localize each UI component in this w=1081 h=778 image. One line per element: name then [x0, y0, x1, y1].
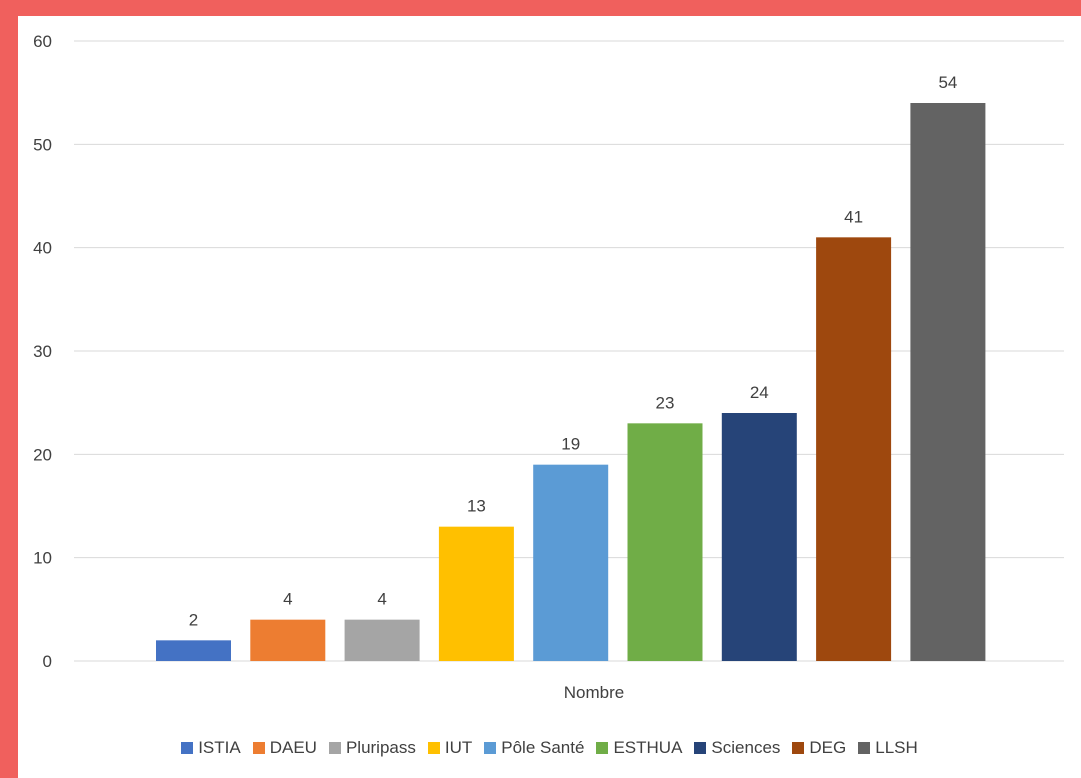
- data-label: 54: [938, 73, 957, 92]
- legend-swatch: [484, 742, 497, 754]
- gridlines: [74, 40, 1064, 662]
- legend-item: Sciences: [694, 738, 780, 758]
- data-label: 23: [656, 393, 675, 412]
- data-label: 13: [467, 497, 486, 516]
- legend-label: DAEU: [269, 738, 317, 757]
- legend-swatch: [792, 742, 805, 754]
- data-label: 2: [189, 610, 198, 629]
- data-label: 4: [283, 590, 292, 609]
- legend-label: Pluripass: [345, 738, 416, 757]
- legend-label: ESTHUA: [613, 738, 683, 757]
- y-tick-label: 30: [33, 342, 52, 361]
- legend-swatch: [328, 742, 341, 754]
- legend-label: Sciences: [711, 738, 781, 757]
- bar-iut: [438, 526, 514, 661]
- y-axis-ticks: 0 10 20 30 40 50 60: [33, 32, 52, 671]
- legend-item: DEG: [792, 738, 846, 758]
- legend-label: DEG: [809, 738, 847, 757]
- legend-swatch: [858, 742, 871, 754]
- y-tick-label: 50: [33, 135, 52, 154]
- bar-istia: [156, 640, 231, 661]
- data-label: 41: [844, 207, 863, 226]
- y-tick-label: 0: [43, 652, 52, 671]
- legend-label: ISTIA: [198, 738, 241, 757]
- bar-sciences: [721, 413, 797, 661]
- legend-swatch: [252, 742, 265, 754]
- y-tick-label: 20: [33, 445, 52, 464]
- legend-item: Pôle Santé: [484, 738, 584, 758]
- bar-deg: [816, 237, 892, 662]
- legend-item: ESTHUA: [596, 738, 682, 758]
- legend-swatch: [694, 742, 707, 754]
- bar-p-le-sant-: [533, 464, 609, 661]
- legend-swatch: [427, 742, 440, 754]
- legend-swatch: [181, 742, 194, 754]
- legend: ISTIA DAEU Pluripass IUT Pôle Santé ESTHUA Sci…: [18, 738, 1081, 758]
- bars: [156, 103, 986, 662]
- legend-item: LLSH: [858, 738, 918, 758]
- legend-item: Pluripass: [328, 738, 416, 758]
- legend-swatch: [596, 742, 609, 754]
- data-label: 19: [561, 435, 580, 454]
- data-label: 24: [750, 383, 769, 402]
- legend-item: DAEU: [252, 738, 317, 758]
- legend-item: IUT: [427, 738, 473, 758]
- chart-panel: 0 10 20 30 40 50 60 2 4 4 13 19 23 24 41 54 Nombre IST…: [18, 16, 1081, 778]
- legend-label: LLSH: [875, 738, 918, 757]
- legend-label: Pôle Santé: [501, 738, 585, 757]
- bar-esthua: [627, 423, 703, 661]
- data-label: 4: [377, 590, 386, 609]
- y-tick-label: 10: [33, 549, 52, 568]
- legend-label: IUT: [444, 738, 473, 757]
- legend-item: ISTIA: [181, 738, 241, 758]
- bar-pluripass: [344, 619, 420, 661]
- bar-llsh: [910, 103, 986, 661]
- y-tick-label: 40: [33, 239, 52, 258]
- bar-daeu: [250, 619, 326, 661]
- x-axis-label: Nombre: [564, 683, 624, 702]
- y-tick-label: 60: [33, 32, 52, 51]
